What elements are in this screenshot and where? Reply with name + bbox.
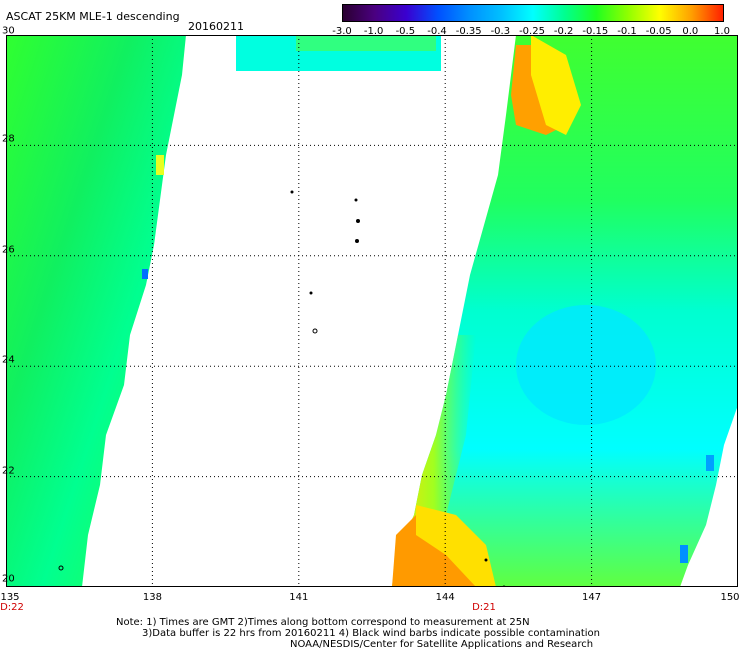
map-date: 20160211 — [188, 20, 244, 33]
east-swath — [392, 35, 738, 587]
islands — [58, 190, 506, 587]
island-dot — [309, 291, 313, 295]
colorbar-tick-label: -1.0 — [363, 26, 384, 37]
west-swath-fill — [6, 35, 186, 587]
colorbar-tick-label: -0.05 — [645, 26, 672, 37]
colorbar-tick-label: -0.5 — [395, 26, 416, 37]
island-dot — [355, 239, 359, 243]
colorbar-tick-label: 0.0 — [682, 26, 699, 37]
colorbar — [342, 4, 724, 22]
lon-tick-label: 138 — [142, 592, 162, 603]
north-strip — [236, 35, 441, 71]
colorbar-tick-label: -0.2 — [553, 26, 574, 37]
colorbar-tick-label: 1.0 — [714, 26, 730, 37]
lat-tick-label: 20 — [2, 573, 15, 585]
island-dot — [312, 328, 318, 334]
colorbar-tick-label: -3.0 — [332, 26, 352, 37]
lat-tick-label: 28 — [2, 133, 15, 145]
island-dot — [354, 198, 358, 202]
map-title: ASCAT 25KM MLE-1 descending — [6, 10, 180, 23]
colorbar-tick-label: -0.3 — [490, 26, 511, 37]
lon-tick-label: 150 — [720, 592, 740, 603]
note-line-1: Note: 1) Times are GMT 2)Times along bot… — [116, 617, 530, 628]
gridlines — [6, 35, 738, 587]
island-dot — [484, 558, 488, 562]
colorbar-tick-label: -0.15 — [582, 26, 609, 37]
island-dot — [356, 219, 360, 223]
east-swath-yellow-north — [531, 35, 581, 135]
map-frame — [6, 35, 738, 587]
north-strip-green — [296, 35, 436, 51]
east-swath-blue-patch-south — [680, 545, 688, 563]
lat-tick-label: 30 — [2, 25, 15, 37]
island-dot — [58, 565, 64, 571]
lon-tick-label: 141 — [289, 592, 309, 603]
swath-map — [6, 35, 738, 587]
note-line-2: 3)Data buffer is 22 hrs from 20160211 4)… — [142, 628, 600, 639]
time-marker-west: D:22 — [0, 602, 24, 613]
west-swath-blue-patch — [142, 269, 148, 279]
colorbar-tick-label: -0.25 — [519, 26, 545, 37]
west-swath-yellow-patch — [156, 155, 164, 175]
note-line-3: NOAA/NESDIS/Center for Satellite Applica… — [290, 639, 594, 650]
lon-tick-label: 135 — [0, 592, 20, 603]
colorbar-tick-label: -0.35 — [455, 26, 482, 37]
east-swath-yellow-south — [416, 505, 496, 587]
colorbar-tick-label: -0.1 — [617, 26, 637, 37]
time-marker-east: D:21 — [472, 602, 496, 613]
lat-tick-label: 24 — [2, 354, 15, 366]
lon-tick-label: 147 — [582, 592, 602, 603]
west-swath — [6, 35, 186, 587]
east-swath-cyan-core — [516, 305, 656, 425]
lon-tick-label: 144 — [435, 592, 455, 603]
lat-tick-label: 22 — [2, 465, 15, 477]
lat-tick-label: 26 — [2, 244, 15, 256]
east-swath-blue-patch — [706, 455, 714, 471]
colorbar-tick-label: -0.4 — [427, 26, 447, 37]
island-dot — [290, 190, 294, 194]
